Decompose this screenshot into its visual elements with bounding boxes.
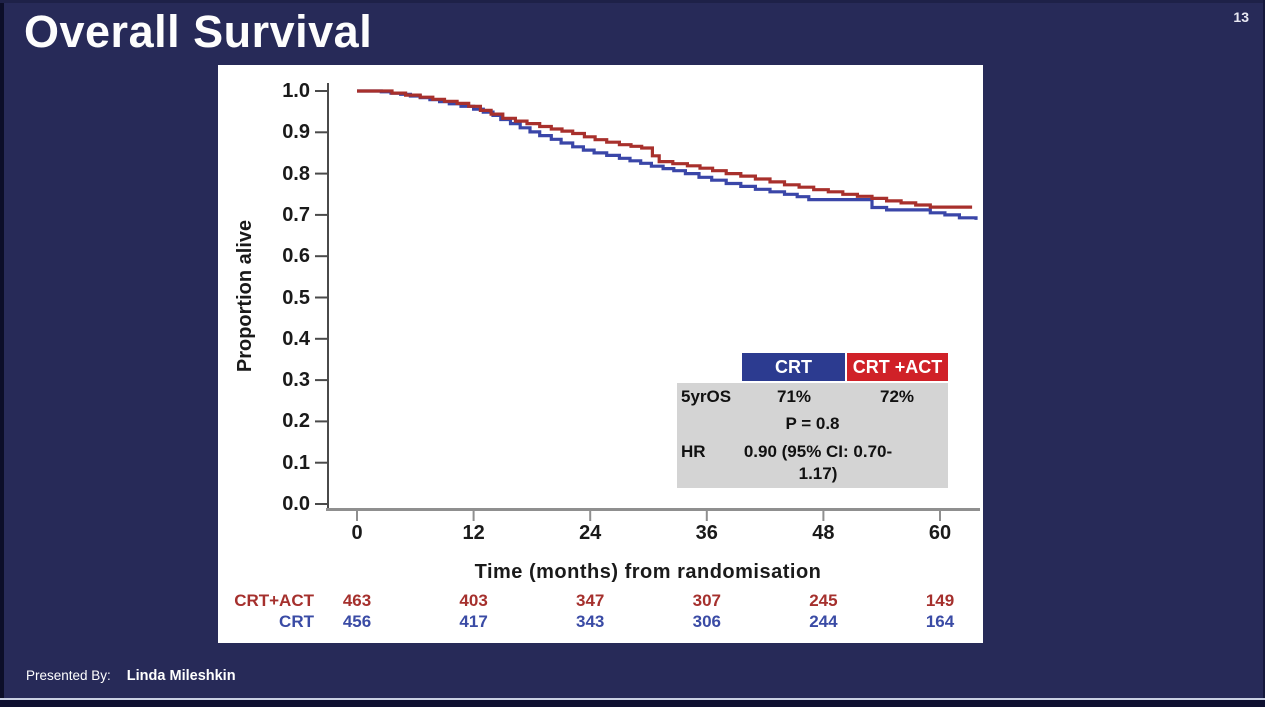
risk-row-crt: CRT 456 417 343 306 244 164 [218,612,983,632]
risk-value: 245 [809,591,838,610]
page-title: Overall Survival [24,6,373,57]
y-tick-label: 0.3 [282,369,310,392]
stat-5yros-label: 5yrOS [681,387,732,406]
risk-value: 463 [342,591,372,610]
stat-5yros-crt: 71% [776,387,812,406]
survival-chart-panel: Proportion alive 1.0 0.9 0.8 0.7 0.6 0.5 0.4 0.… [218,65,983,643]
y-tick-label: 0.4 [282,327,310,350]
risk-value: 164 [925,612,955,631]
risk-value: 149 [925,591,955,610]
risk-value: 307 [692,591,721,610]
x-tick-label: 36 [695,522,718,544]
legend-header-crt-act: CRT +ACT [847,353,948,381]
y-tick-label: 0.7 [282,203,310,226]
risk-row-label: CRT+ACT [234,591,314,610]
risk-value: 347 [576,591,605,610]
presenter-name: Linda Mileshkin [126,668,236,684]
risk-row-label: CRT [279,612,314,631]
risk-value: 306 [692,612,721,631]
bottom-edge-strip [0,700,1265,707]
stat-hr-value-line1: 0.90 (95% CI: 0.70- [743,442,893,461]
y-tick-label: 0.5 [282,286,310,309]
kaplan-meier-plot [315,83,980,521]
bottom-highlight-line [0,698,1265,700]
left-edge-line [0,0,4,707]
y-tick-label: 0.1 [282,451,310,474]
x-tick-label: 12 [462,522,485,544]
footer: Presented By: Linda Mileshkin [26,668,236,684]
stat-hr-label: HR [681,442,706,461]
x-tick-label: 60 [928,522,952,544]
survival-curve-crt-act [357,89,973,209]
risk-value: 417 [459,612,488,631]
stat-p-value: P = 0.8 [785,414,840,433]
x-tick-label: 0 [351,522,363,544]
slide-page-number: 13 [1233,9,1249,25]
legend-header-crt: CRT [742,353,845,381]
stat-hr-value-line2: 1.17) [798,464,838,483]
y-tick-label: 0.8 [282,162,310,185]
y-tick-label: 0.9 [282,121,310,144]
risk-row-crt-act: CRT+ACT 463 403 347 307 245 149 [218,591,983,611]
top-edge-line [0,0,1265,3]
stat-5yros-crt-act: 72% [879,387,915,406]
risk-value: 343 [576,612,605,631]
presented-by-label: Presented By: [26,668,111,683]
risk-value: 244 [809,612,838,631]
x-tick-label: 24 [579,522,602,544]
stats-table-body [677,383,948,488]
y-tick-label: 1.0 [282,80,310,102]
risk-value: 403 [459,591,488,610]
x-tick-label: 48 [812,522,835,544]
y-tick-label: 0.6 [282,245,310,268]
risk-value: 456 [342,612,372,631]
x-axis-title: Time (months) from randomisation [474,561,822,583]
y-tick-label: 0.0 [282,493,310,515]
y-tick-label: 0.2 [282,410,310,433]
survival-curve-crt [357,89,978,220]
right-edge-line [1263,0,1265,707]
